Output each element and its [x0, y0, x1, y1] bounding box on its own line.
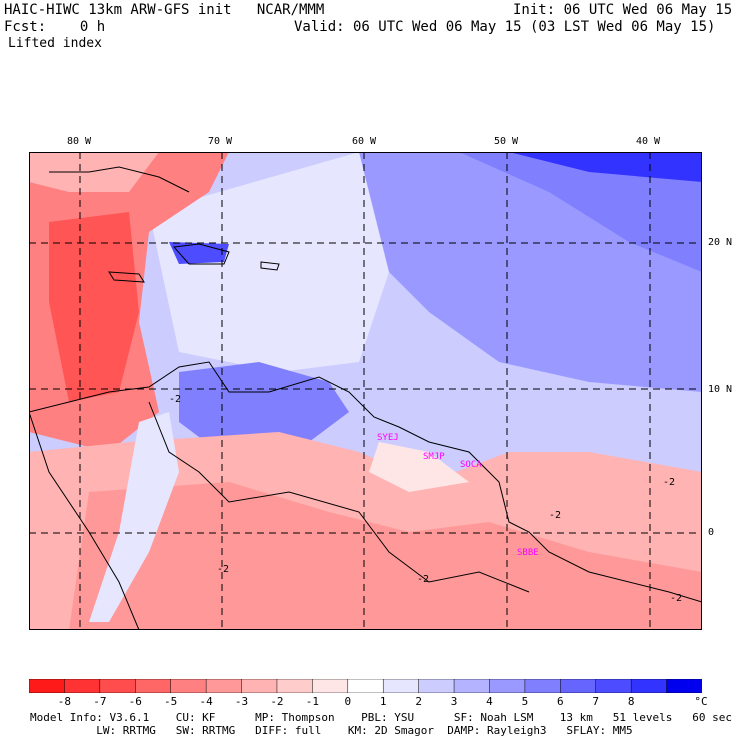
colorbar-tick-label: 1: [379, 695, 387, 708]
field-unstable-amazon: [69, 482, 702, 630]
colorbar-tick-label: -4: [199, 695, 213, 708]
colorbar-swatch: [560, 679, 597, 693]
contour-labels: -2 -2 -2 -2 -2 -2: [169, 394, 682, 604]
field-guiana-neutral: [369, 442, 469, 492]
field-name: Lifted index: [8, 36, 102, 51]
colorbar-swatch: [595, 679, 632, 693]
colorbar-tick-label: 7: [592, 695, 600, 708]
colorbar-tick-label: 3: [450, 695, 458, 708]
lon-label-50w: 50 W: [494, 136, 519, 147]
lon-label-60w: 60 W: [352, 136, 377, 147]
model-info-line1: Model Info: V3.6.1 CU: KF MP: Thompson P…: [30, 711, 732, 724]
contour-label: -2: [670, 593, 682, 604]
valid-time: Valid: 06 UTC Wed 06 May 15 (03 LST Wed …: [294, 19, 716, 35]
coast-pacific: [29, 411, 140, 630]
model-title: HAIC-HIWC 13km ARW-GFS init NCAR/MMM: [4, 2, 325, 18]
colorbar-tick-label: -8: [57, 695, 72, 708]
colorbar-swatch: [64, 679, 101, 693]
colorbar-unit: °C: [694, 695, 708, 708]
colorbar-swatch: [170, 679, 207, 693]
field-stable-region-core: [459, 152, 702, 272]
field-unstable-north: [29, 152, 159, 192]
colorbar-swatch: [276, 679, 314, 693]
colorbar: [29, 679, 702, 693]
colorbar-swatch: [418, 679, 455, 693]
lon-label-70w: 70 W: [208, 136, 233, 147]
lifted-index-map: -2 -2 -2 -2 -2 -2 SYEJ SMJP SOCA SBBE: [29, 152, 702, 630]
colorbar-tick-label: 0: [344, 695, 352, 708]
coast-puerto-rico: [260, 261, 280, 271]
colorbar-tick-label: -6: [128, 695, 142, 708]
station-labels: SYEJ SMJP SOCA SBBE: [377, 433, 539, 558]
colorbar-swatch: [630, 679, 668, 693]
coastlines: [29, 166, 702, 630]
colorbar-tick-label: -5: [164, 695, 178, 708]
colorbar-swatch: [453, 679, 491, 693]
coast-south-america-north: [29, 361, 702, 603]
field-stable-region-max: [509, 152, 702, 182]
lat-label-0: 0: [708, 527, 715, 538]
colorbar-tick-label: -3: [234, 695, 249, 708]
forecast-hour: Fcst: 0 h: [4, 19, 106, 35]
colorbar-tick-label: 4: [486, 695, 493, 708]
colorbar-swatch: [99, 679, 137, 693]
colorbar-swatch: [312, 679, 349, 693]
contour-label: -2: [169, 394, 181, 405]
map-border: [29, 152, 702, 630]
coast-jamaica: [108, 271, 145, 283]
colorbar-swatch: [241, 679, 278, 693]
lon-label-80w: 80 W: [67, 136, 92, 147]
colorbar-swatch: [666, 679, 702, 693]
lon-label-40w: 40 W: [636, 136, 661, 147]
colorbar-swatch: [347, 679, 384, 693]
contour-label: -2: [549, 510, 561, 521]
colorbar-swatch: [524, 679, 562, 693]
station-label-syej: SYEJ: [377, 433, 399, 443]
country-borders: [148, 401, 530, 593]
field-unstable-core: [49, 212, 139, 402]
map-canvas: -2 -2 -2 -2 -2 -2 SYEJ SMJP SOCA SBBE: [29, 152, 702, 630]
contour-label: -2: [663, 477, 675, 488]
station-label-soca: SOCA: [460, 460, 482, 470]
coast-hispaniola: [172, 243, 230, 265]
colorbar-tick-label: -1: [305, 695, 319, 708]
colorbar-swatch: [489, 679, 526, 693]
field-hispaniola-blue: [169, 242, 229, 264]
colorbar-tick-label: 8: [627, 695, 635, 708]
contour-label: -2: [417, 574, 429, 585]
lat-label-20n: 20 N: [708, 237, 733, 248]
colorbar-tick-label: 6: [557, 695, 564, 708]
station-label-smjp: SMJP: [423, 452, 445, 462]
lat-lon-grid: [29, 152, 702, 630]
contour-label: -2: [217, 564, 229, 575]
coast-cuba: [49, 166, 190, 193]
colorbar-tick-label: 5: [521, 695, 529, 708]
colorbar-tick-label: -2: [270, 695, 284, 708]
lat-label-10n: 10 N: [708, 384, 733, 395]
colorbar-swatch: [29, 679, 66, 693]
model-info-line2: LW: RRTMG SW: RRTMG DIFF: full KM: 2D Sm…: [30, 724, 633, 737]
colorbar-swatch: [382, 679, 420, 693]
station-label-sbbe: SBBE: [517, 548, 539, 558]
colorbar-tick-label: -7: [93, 695, 107, 708]
field-central-light: [149, 152, 389, 372]
init-time: Init: 06 UTC Wed 06 May 15: [513, 2, 733, 18]
colorbar-swatch: [135, 679, 172, 693]
colorbar-tick-label: 2: [415, 695, 422, 708]
colorbar-swatch: [205, 679, 243, 693]
